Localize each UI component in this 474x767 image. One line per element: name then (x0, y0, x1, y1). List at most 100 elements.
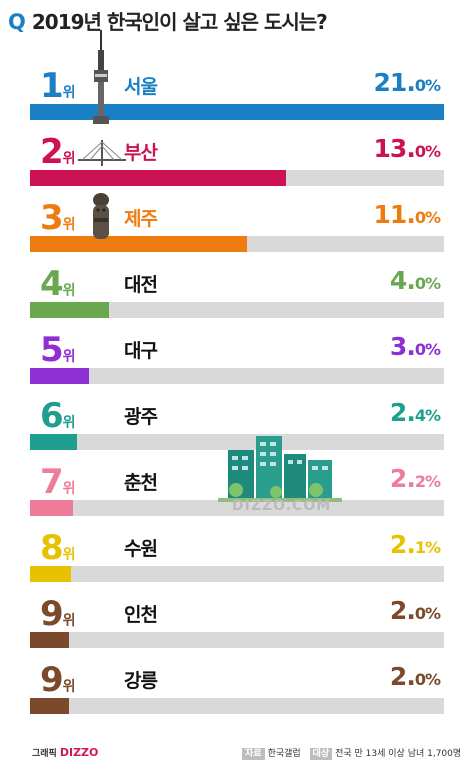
bar-track (30, 632, 444, 648)
value-integer: 2. (389, 530, 416, 559)
rank-suffix: 위 (62, 85, 76, 101)
bar (30, 500, 73, 516)
bar (30, 368, 89, 384)
value-decimal: 2% (414, 472, 441, 491)
brand: 그래픽 DIZZO (32, 746, 98, 759)
value-decimal: 0% (414, 208, 441, 227)
value-label: 11.0% (373, 200, 441, 229)
value-decimal: 0% (414, 274, 441, 293)
footer: 그래픽 DIZZO 자료 한국갤럽 대상 전국 만 13세 이상 남녀 1,700명 (0, 740, 474, 767)
city-label: 광주 (124, 406, 158, 428)
chart-row: 8위 수원 2.1% (0, 518, 474, 584)
rank-label: 6위 (40, 396, 76, 436)
rank-number: 9 (40, 594, 64, 634)
rank-label: 3위 (40, 198, 76, 238)
rank-label: 7위 (40, 462, 76, 502)
bar-track (30, 500, 444, 516)
value-integer: 3. (389, 332, 416, 361)
chart-row: 2위 부산 13.0% (0, 122, 474, 188)
bar (30, 170, 286, 186)
value-label: 4.0% (389, 266, 441, 295)
value-integer: 21. (373, 68, 416, 97)
rank-label: 9위 (40, 594, 76, 634)
city-label: 강릉 (124, 670, 158, 692)
rank-label: 1위 (40, 66, 76, 106)
value-integer: 2. (389, 596, 416, 625)
value-decimal: 0% (414, 340, 441, 359)
bar (30, 104, 444, 120)
value-integer: 2. (389, 398, 416, 427)
chart-title: Q 2019년 한국인이 살고 싶은 도시는? (8, 6, 468, 40)
value-label: 2.0% (389, 662, 441, 691)
title-text: 2019년 한국인이 살고 싶은 도시는? (31, 10, 328, 34)
value-label: 2.2% (389, 464, 441, 493)
value-decimal: 0% (414, 604, 441, 623)
source-tag: 자료 (242, 748, 265, 760)
value-decimal: 1% (414, 538, 441, 557)
bar-track (30, 302, 444, 318)
value-integer: 2. (389, 662, 416, 691)
chart-row: 6위 광주 2.4% (0, 386, 474, 452)
city-label: 대구 (124, 340, 158, 362)
rank-suffix: 위 (62, 481, 76, 497)
rank-number: 5 (40, 330, 64, 370)
source-note: 자료 한국갤럽 대상 전국 만 13세 이상 남녀 1,700명 (242, 746, 462, 760)
bar (30, 434, 77, 450)
gwangan-bridge-icon (78, 140, 126, 166)
bar (30, 632, 69, 648)
chart-row: 1위 서울 21.0% (0, 56, 474, 122)
bar (30, 302, 109, 318)
city-buildings-icon (218, 436, 342, 502)
rank-suffix: 위 (62, 415, 76, 431)
rank-number: 9 (40, 660, 64, 700)
question-mark: Q (8, 10, 26, 34)
chart-row: 3위 제주 11.0% (0, 188, 474, 254)
value-decimal: 0% (414, 142, 441, 161)
bar (30, 566, 71, 582)
bar (30, 236, 247, 252)
chart-row: 4위 대전 4.0% (0, 254, 474, 320)
brand-logo: DIZZO (59, 746, 99, 759)
rank-suffix: 위 (62, 283, 76, 299)
rank-number: 2 (40, 132, 64, 172)
rank-suffix: 위 (62, 679, 76, 695)
bar-track (30, 368, 444, 384)
rank-suffix: 위 (62, 547, 76, 563)
rank-number: 8 (40, 528, 64, 568)
bar (30, 698, 69, 714)
bar-track (30, 698, 444, 714)
value-decimal: 0% (414, 670, 441, 689)
value-integer: 11. (373, 200, 416, 229)
rank-number: 1 (40, 66, 64, 106)
rank-number: 3 (40, 198, 64, 238)
chart-row: 5위 대구 3.0% (0, 320, 474, 386)
city-label: 서울 (124, 76, 158, 98)
value-label: 2.4% (389, 398, 441, 427)
dol-hareubang-icon (93, 193, 109, 239)
rank-label: 8위 (40, 528, 76, 568)
value-label: 2.0% (389, 596, 441, 625)
rank-suffix: 위 (62, 349, 76, 365)
rank-number: 4 (40, 264, 64, 304)
value-decimal: 0% (414, 76, 441, 95)
chart-row: 7위 춘천 2.2% (0, 452, 474, 518)
rank-suffix: 위 (62, 151, 76, 167)
city-label: 인천 (124, 604, 158, 626)
chart-row: 9위 강릉 2.0% (0, 650, 474, 716)
rank-number: 7 (40, 462, 64, 502)
chart-row: 9위 인천 2.0% (0, 584, 474, 650)
city-label: 춘천 (124, 472, 158, 494)
source-text: 한국갤럽 (267, 749, 301, 759)
value-label: 3.0% (389, 332, 441, 361)
watermark: DIZZO.COM (232, 498, 332, 514)
rank-label: 9위 (40, 660, 76, 700)
city-label: 부산 (124, 142, 158, 164)
brand-label: 그래픽 (32, 749, 57, 759)
bar-track (30, 434, 444, 450)
value-integer: 13. (373, 134, 416, 163)
value-integer: 2. (389, 464, 416, 493)
target-text: 전국 만 13세 이상 남녀 1,700명 (335, 749, 462, 759)
value-integer: 4. (389, 266, 416, 295)
rank-suffix: 위 (62, 613, 76, 629)
